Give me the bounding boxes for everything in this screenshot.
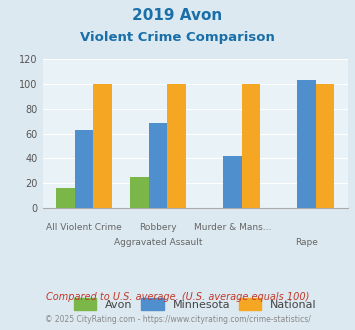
Bar [56, 188, 75, 208]
Bar [241, 84, 260, 208]
Bar [223, 156, 241, 208]
Text: Murder & Mans...: Murder & Mans... [193, 223, 271, 232]
Text: Rape: Rape [295, 238, 318, 247]
Text: All Violent Crime: All Violent Crime [47, 223, 122, 232]
Legend: Avon, Minnesota, National: Avon, Minnesota, National [71, 295, 320, 313]
Bar [149, 122, 168, 208]
Bar [93, 84, 112, 208]
Bar [168, 84, 186, 208]
Bar [75, 130, 93, 208]
Text: Aggravated Assault: Aggravated Assault [114, 238, 202, 247]
Bar [316, 84, 334, 208]
Text: Robbery: Robbery [140, 223, 177, 232]
Text: Violent Crime Comparison: Violent Crime Comparison [80, 31, 275, 44]
Bar [297, 81, 316, 208]
Text: Compared to U.S. average. (U.S. average equals 100): Compared to U.S. average. (U.S. average … [46, 292, 309, 302]
Text: © 2025 CityRating.com - https://www.cityrating.com/crime-statistics/: © 2025 CityRating.com - https://www.city… [45, 315, 310, 324]
Bar [131, 177, 149, 208]
Text: 2019 Avon: 2019 Avon [132, 8, 223, 23]
